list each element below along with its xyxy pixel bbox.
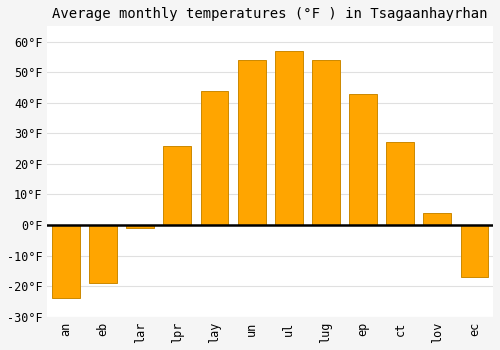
Bar: [89, 225, 117, 283]
Bar: [275, 51, 302, 225]
Bar: [312, 60, 340, 225]
Bar: [424, 213, 452, 225]
Bar: [386, 142, 414, 225]
Bar: [164, 146, 192, 225]
Bar: [126, 225, 154, 228]
Title: Average monthly temperatures (°F ) in Tsagaanhayrhan: Average monthly temperatures (°F ) in Ts…: [52, 7, 488, 21]
Bar: [460, 225, 488, 277]
Bar: [52, 225, 80, 299]
Bar: [349, 93, 377, 225]
Bar: [238, 60, 266, 225]
Bar: [200, 91, 228, 225]
